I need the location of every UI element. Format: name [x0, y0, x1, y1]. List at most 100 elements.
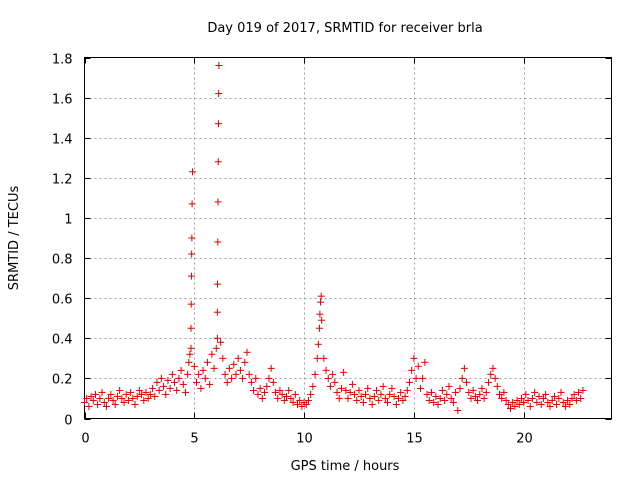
data-point — [212, 344, 220, 352]
data-point — [419, 374, 427, 382]
data-point — [153, 378, 161, 386]
data-point — [366, 394, 374, 402]
data-point — [214, 158, 222, 166]
data-point — [265, 374, 273, 382]
data-point — [278, 390, 286, 398]
data-point — [187, 344, 195, 352]
data-point — [531, 388, 539, 396]
data-point — [89, 396, 97, 404]
data-point — [144, 394, 152, 402]
data-point — [274, 394, 282, 402]
data-point — [405, 378, 413, 386]
data-point — [162, 390, 170, 398]
data-point — [456, 384, 464, 392]
data-point — [471, 392, 479, 400]
data-point — [311, 370, 319, 378]
data-point — [190, 362, 198, 370]
data-point — [85, 402, 93, 410]
data-point — [377, 390, 385, 398]
data-point — [386, 390, 394, 398]
data-point — [302, 400, 310, 408]
data-point — [219, 354, 227, 362]
data-point — [118, 394, 126, 402]
data-point — [293, 400, 301, 408]
y-tick-label: 1.6 — [52, 93, 73, 108]
data-point — [403, 386, 411, 394]
data-point — [206, 380, 214, 388]
data-point — [520, 398, 528, 406]
data-point — [474, 396, 482, 404]
data-point — [447, 394, 455, 402]
data-point — [214, 280, 222, 288]
data-point — [221, 370, 229, 378]
data-point — [83, 394, 91, 402]
data-point — [491, 374, 499, 382]
data-point — [496, 390, 504, 398]
data-point — [381, 394, 389, 402]
data-point — [81, 398, 88, 406]
x-tick-label: 5 — [190, 432, 198, 447]
data-point — [214, 238, 222, 246]
data-point — [250, 386, 258, 394]
y-axis-label: SRMTID / TECUs — [7, 186, 22, 291]
data-point — [171, 378, 179, 386]
data-point — [333, 388, 341, 396]
data-point — [215, 62, 223, 70]
data-point — [201, 374, 209, 382]
data-point — [337, 384, 345, 392]
data-point — [213, 308, 221, 316]
data-point — [392, 400, 400, 408]
data-point — [326, 382, 334, 390]
data-point — [577, 394, 585, 402]
data-point — [245, 370, 253, 378]
data-point — [289, 398, 297, 406]
data-point — [105, 394, 113, 402]
y-tick-label: 0 — [64, 414, 72, 429]
data-point — [146, 390, 154, 398]
data-point — [243, 348, 251, 356]
data-point — [522, 390, 530, 398]
data-point — [195, 370, 203, 378]
data-point — [526, 402, 534, 410]
data-point — [421, 358, 429, 366]
data-point — [357, 392, 365, 400]
data-point — [487, 370, 495, 378]
data-point — [469, 386, 477, 394]
data-point — [239, 374, 247, 382]
data-point — [258, 394, 266, 402]
data-point — [482, 388, 490, 396]
data-point — [214, 120, 222, 128]
data-point — [217, 338, 225, 346]
data-point — [373, 386, 381, 394]
data-point — [124, 396, 132, 404]
data-point — [331, 378, 339, 386]
data-point — [364, 384, 372, 392]
data-point — [546, 402, 554, 410]
data-point — [575, 388, 583, 396]
data-point — [298, 402, 306, 410]
plot-frame — [84, 57, 612, 419]
data-point — [368, 400, 376, 408]
data-point — [379, 382, 387, 390]
data-point — [192, 378, 200, 386]
data-point — [173, 386, 181, 394]
data-point — [188, 200, 196, 208]
data-point — [370, 392, 378, 400]
data-point — [187, 324, 195, 332]
data-point — [314, 340, 322, 348]
data-point — [318, 316, 326, 324]
grid-lines — [84, 57, 612, 419]
data-point — [116, 386, 124, 394]
data-point — [127, 388, 135, 396]
data-point — [197, 384, 205, 392]
x-tick-label: 20 — [516, 432, 533, 447]
data-point — [355, 386, 363, 394]
data-point — [285, 386, 293, 394]
data-point — [291, 390, 299, 398]
data-point — [322, 366, 330, 374]
data-point — [189, 168, 197, 176]
data-point — [434, 400, 442, 408]
data-point — [550, 392, 558, 400]
data-point — [316, 310, 324, 318]
data-point — [168, 370, 176, 378]
